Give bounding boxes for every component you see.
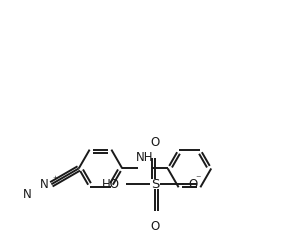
Text: N: N (40, 178, 48, 191)
Text: N: N (23, 188, 32, 201)
Text: S: S (151, 178, 159, 191)
Text: ⁺: ⁺ (52, 175, 57, 184)
Text: O: O (150, 136, 160, 149)
Text: NH: NH (136, 151, 154, 163)
Text: ⁻: ⁻ (195, 174, 201, 184)
Text: O: O (150, 220, 160, 233)
Text: HO: HO (102, 178, 120, 191)
Text: O: O (188, 178, 198, 191)
